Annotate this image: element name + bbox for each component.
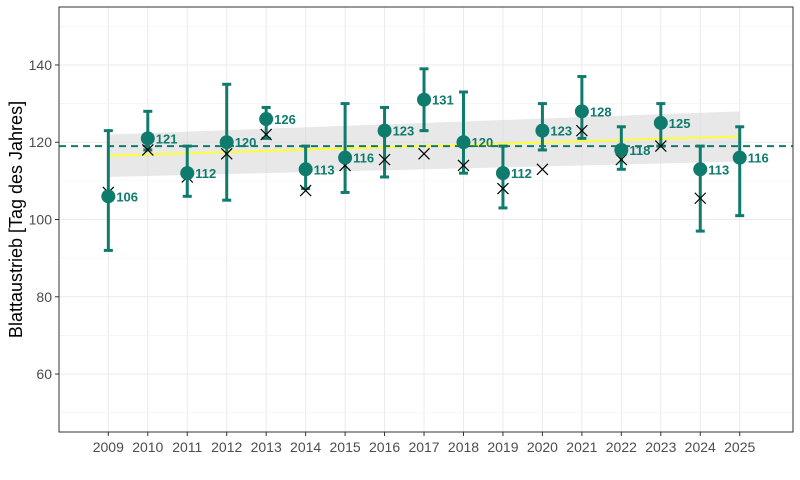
data-point <box>495 166 510 181</box>
y-tick-label: 100 <box>29 212 53 228</box>
cross-marker <box>141 144 154 156</box>
data-point <box>298 162 313 177</box>
cross-marker <box>654 140 667 153</box>
x-tick-label: 2023 <box>645 439 676 455</box>
cross-marker <box>220 147 233 160</box>
cross-marker <box>575 124 588 137</box>
data-label: 112 <box>195 166 216 181</box>
x-tick-label: 2015 <box>330 439 361 455</box>
cross-marker <box>536 163 549 176</box>
x-tick-label: 2010 <box>132 439 163 455</box>
data-point <box>140 131 155 146</box>
data-label: 116 <box>748 151 769 166</box>
data-label: 120 <box>235 135 257 150</box>
data-label: 106 <box>116 189 138 204</box>
data-label: 120 <box>471 135 493 150</box>
grid <box>59 7 793 432</box>
data-label: 125 <box>669 116 691 131</box>
x-tick-label: 2018 <box>448 439 479 455</box>
data-label: 123 <box>550 124 572 139</box>
x-tick-label: 2016 <box>369 439 400 455</box>
data-label: 126 <box>274 112 296 127</box>
data-point <box>653 115 668 130</box>
data-points <box>101 92 747 204</box>
x-tick-label: 2012 <box>211 439 242 455</box>
x-tick-label: 2011 <box>172 439 202 455</box>
x-tick-label: 2022 <box>606 439 637 455</box>
data-point <box>180 166 195 181</box>
data-point <box>219 135 234 150</box>
data-point <box>259 112 274 127</box>
data-label: 113 <box>708 162 729 177</box>
x-tick-label: 2025 <box>724 439 755 455</box>
cross-marker <box>418 147 430 160</box>
data-label: 128 <box>590 104 612 119</box>
y-tick-label: 120 <box>29 134 53 150</box>
cross-marker <box>497 182 509 195</box>
y-tick-label: 60 <box>36 366 52 382</box>
data-label: 121 <box>156 131 178 146</box>
cross-marker <box>457 159 470 172</box>
data-labels: 106 121 112 120 126 113 116 123 131 120 112 123 128 1… <box>116 93 768 205</box>
cross-marker <box>694 192 707 205</box>
data-point <box>535 123 550 138</box>
cross-marker <box>615 153 628 166</box>
data-label: 113 <box>314 162 335 177</box>
x-tick-label: 2024 <box>685 439 716 455</box>
y-tick-label: 140 <box>29 57 53 73</box>
x-tick-label: 2020 <box>527 439 558 455</box>
data-label: 118 <box>629 143 650 158</box>
data-point <box>417 92 432 107</box>
x-tick-label: 2021 <box>566 439 597 455</box>
data-point <box>101 189 116 204</box>
x-tick-label: 2017 <box>408 439 439 455</box>
x-tick-label: 2009 <box>93 439 124 455</box>
data-point <box>338 150 353 165</box>
cross-marker <box>260 128 273 141</box>
data-point <box>614 142 629 157</box>
y-axis-label: Blattaustrieb [Tag des Jahres] <box>6 101 26 338</box>
data-point <box>732 150 747 165</box>
y-axis-ticks: 60 80 100 120 140 <box>29 57 59 382</box>
data-point <box>693 162 708 177</box>
data-point <box>574 104 589 119</box>
data-label: 131 <box>432 93 454 108</box>
cross-marker <box>378 153 391 166</box>
x-tick-label: 2014 <box>290 439 321 455</box>
x-tick-label: 2013 <box>251 439 282 455</box>
data-point <box>377 123 392 138</box>
y-tick-label: 80 <box>36 289 52 305</box>
x-axis-ticks: 2009 2010 2011 2012 2013 2014 2015 2016 2017 2018… <box>93 432 756 455</box>
data-label: 123 <box>393 124 415 139</box>
cross-marker <box>299 184 312 197</box>
data-label: 112 <box>511 166 532 181</box>
data-point <box>456 135 471 150</box>
data-label: 116 <box>353 151 374 166</box>
x-tick-label: 2019 <box>487 439 518 455</box>
